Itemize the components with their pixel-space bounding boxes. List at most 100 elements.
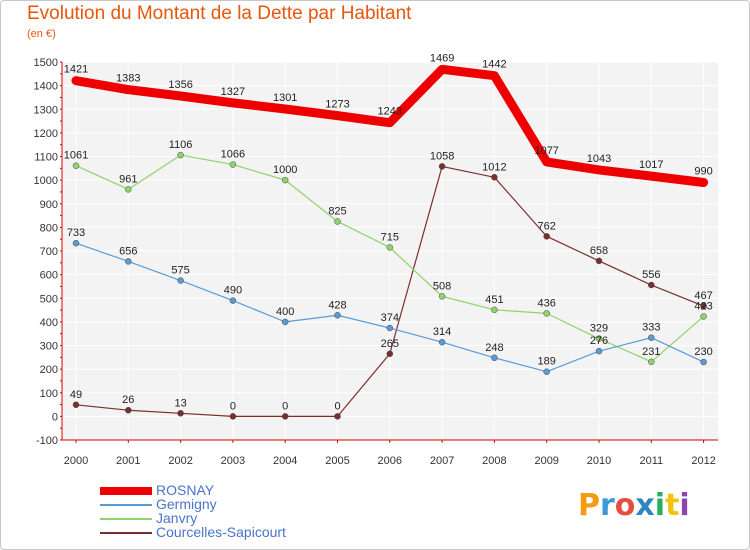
legend-label-janvry: Janvry [156, 510, 198, 526]
data-label-germigny: 374 [381, 312, 399, 324]
data-label-janvry: 1066 [221, 149, 245, 161]
data-point-germigny [229, 297, 237, 304]
data-point-germigny [177, 277, 184, 284]
data-point-courcelles-sapicourt [125, 406, 132, 414]
legend-swatch-germigny [100, 504, 152, 506]
data-label-courcelles-sapicourt: 265 [381, 338, 399, 350]
data-point-germigny [648, 334, 655, 341]
data-label-rosnay: 1273 [325, 99, 349, 111]
x-tick-label: 2003 [221, 455, 245, 467]
data-point-germigny [700, 358, 707, 366]
data-label-janvry: 329 [590, 323, 608, 335]
data-point-courcelles-sapicourt [543, 233, 550, 240]
legend-label-rosnay: ROSNAY [156, 482, 215, 498]
data-label-rosnay: 1077 [534, 145, 558, 157]
data-label-rosnay: 1327 [221, 86, 245, 98]
data-point-germigny [438, 338, 446, 346]
y-tick-label: 1200 [34, 128, 58, 140]
data-label-courcelles-sapicourt: 658 [590, 245, 608, 257]
data-label-janvry: 1061 [64, 150, 88, 162]
x-tick-label: 2001 [116, 455, 140, 467]
x-tick-label: 2009 [534, 455, 558, 467]
data-label-rosnay: 1017 [639, 159, 663, 171]
data-label-courcelles-sapicourt: 0 [230, 400, 236, 412]
x-tick-label: 2012 [691, 455, 715, 467]
data-label-germigny: 428 [328, 299, 346, 311]
data-label-janvry: 715 [381, 231, 399, 243]
data-point-germigny [72, 239, 80, 247]
data-point-janvry [177, 151, 184, 159]
data-label-janvry: 1106 [169, 139, 193, 151]
data-label-courcelles-sapicourt: 0 [334, 400, 340, 412]
data-label-rosnay: 1043 [587, 153, 611, 165]
data-label-germigny: 575 [171, 265, 189, 277]
y-tick-label: 900 [40, 199, 58, 211]
data-label-courcelles-sapicourt: 762 [538, 220, 556, 232]
data-point-germigny [491, 354, 498, 362]
data-label-germigny: 230 [694, 346, 712, 358]
x-tick-label: 2002 [168, 455, 192, 467]
data-point-germigny [543, 368, 550, 375]
data-point-janvry [700, 313, 707, 320]
y-tick-label: 700 [40, 246, 58, 258]
data-point-courcelles-sapicourt [438, 163, 446, 170]
data-label-rosnay: 1356 [168, 79, 192, 91]
data-label-janvry: 231 [642, 346, 660, 358]
data-label-courcelles-sapicourt: 0 [282, 400, 288, 412]
data-point-janvry [281, 176, 289, 184]
legend-label-germigny: Germigny [156, 496, 217, 512]
data-label-rosnay: 1421 [64, 64, 88, 76]
data-label-germigny: 733 [67, 227, 85, 239]
y-tick-label: 800 [40, 222, 58, 234]
data-point-janvry [72, 162, 80, 169]
data-point-janvry [334, 218, 341, 225]
y-tick-label: 1000 [34, 175, 58, 187]
y-tick-label: 400 [40, 317, 58, 329]
x-tick-label: 2006 [378, 455, 402, 467]
y-tick-label: 500 [40, 293, 58, 305]
data-point-janvry [386, 244, 394, 251]
y-tick-label: 200 [40, 364, 58, 376]
data-point-courcelles-sapicourt [595, 257, 603, 265]
data-label-rosnay: 990 [694, 165, 712, 177]
data-point-courcelles-sapicourt [177, 410, 184, 417]
data-point-janvry [595, 335, 603, 342]
data-point-janvry [491, 306, 498, 314]
chart-unit: (en €) [27, 28, 56, 40]
data-point-janvry [125, 186, 132, 193]
proxiti-logo: Proxiti [578, 488, 690, 523]
data-label-germigny: 490 [224, 285, 242, 297]
y-tick-label: 1500 [34, 57, 58, 69]
x-tick-label: 2004 [273, 455, 297, 467]
y-tick-label: 300 [40, 341, 58, 353]
x-tick-label: 2008 [482, 455, 506, 467]
data-label-janvry: 423 [694, 300, 712, 312]
y-tick-label: 100 [40, 388, 58, 400]
data-point-courcelles-sapicourt [281, 413, 289, 420]
data-label-janvry: 1000 [273, 164, 297, 176]
data-point-germigny [334, 312, 341, 319]
data-point-courcelles-sapicourt [700, 302, 707, 310]
data-label-courcelles-sapicourt: 1012 [482, 161, 506, 173]
x-tick-label: 2005 [325, 455, 349, 467]
data-label-courcelles-sapicourt: 467 [694, 290, 712, 302]
data-point-germigny [281, 318, 289, 326]
data-point-janvry [543, 310, 550, 317]
data-point-janvry [438, 293, 446, 300]
y-tick-label: 1400 [34, 81, 58, 93]
data-label-germigny: 333 [642, 322, 660, 334]
data-point-courcelles-sapicourt [229, 413, 237, 420]
data-label-janvry: 825 [328, 205, 346, 217]
legend-swatch-janvry [100, 518, 152, 520]
data-label-courcelles-sapicourt: 26 [122, 394, 134, 406]
data-point-janvry [648, 358, 655, 366]
data-label-janvry: 451 [485, 294, 503, 306]
y-tick-label: 1100 [34, 152, 58, 164]
data-point-germigny [386, 324, 394, 332]
y-tick-label: 1300 [34, 104, 58, 116]
x-tick-label: 2011 [639, 455, 663, 467]
data-point-germigny [125, 258, 132, 265]
series-line-rosnay [71, 64, 709, 187]
data-label-rosnay: 1383 [116, 73, 140, 85]
